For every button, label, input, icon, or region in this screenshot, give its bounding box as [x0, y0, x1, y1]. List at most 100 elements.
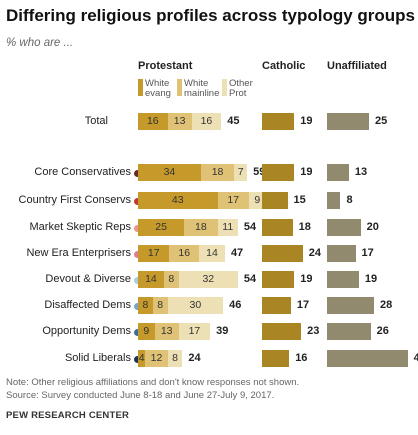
segment-value: 8	[168, 273, 175, 285]
group-dot	[134, 170, 141, 177]
segment-value: 16	[146, 115, 159, 127]
protestant-total: 54	[243, 273, 257, 285]
group-dot	[134, 198, 141, 205]
unaffiliated-bar	[327, 219, 361, 236]
protestant-total: 39	[216, 325, 229, 337]
catholic-bar	[262, 245, 303, 262]
row-label: Solid Liberals	[64, 352, 131, 364]
group-dot	[134, 303, 141, 310]
group-dot	[134, 277, 141, 284]
segment-value: 17	[188, 325, 201, 337]
unaffiliated-bar	[327, 271, 359, 288]
protestant-segment	[178, 323, 211, 340]
segment-value: 25	[155, 221, 167, 233]
segment-value: 4	[138, 352, 145, 364]
unaffiliated-value: 19	[364, 273, 378, 285]
segment-value: 7	[237, 166, 244, 178]
protestant-segment	[199, 245, 225, 262]
segment-value: 13	[160, 325, 173, 337]
protestant-segment	[138, 271, 164, 288]
segment-value: 30	[189, 299, 202, 311]
segment-value: 11	[222, 221, 234, 233]
row-label: Market Skeptic Reps	[29, 221, 131, 233]
catholic-bar	[262, 350, 290, 367]
catholic-value: 15	[293, 194, 306, 206]
segment-value: 32	[202, 273, 215, 285]
protestant-segment	[200, 164, 235, 181]
unaffiliated-value: 25	[375, 115, 388, 127]
note-text: Note: Other religious affiliations and d…	[6, 377, 300, 388]
legend-swatch	[138, 79, 143, 96]
row-label: Country First Conservs	[18, 194, 131, 206]
protestant-segment	[138, 164, 201, 181]
unaffiliated-bar	[327, 164, 349, 181]
catholic-bar	[262, 164, 295, 181]
protestant-segment	[145, 350, 168, 367]
unaffiliated-value: 28	[380, 299, 393, 311]
protestant-segment	[184, 219, 218, 236]
unaffiliated-bar	[327, 350, 408, 367]
catholic-header: Catholic	[262, 60, 306, 72]
unaffiliated-bar	[327, 297, 375, 314]
catholic-value: 19	[300, 273, 313, 285]
catholic-value: 19	[300, 166, 313, 178]
segment-value: 9	[254, 194, 261, 206]
unaffiliated-value: 20	[366, 221, 379, 233]
unaffiliated-bar	[327, 245, 356, 262]
catholic-bar	[262, 219, 293, 236]
segment-value: 17	[147, 247, 160, 259]
catholic-value: 19	[300, 115, 313, 127]
catholic-bar	[262, 297, 291, 314]
segment-value: 18	[211, 166, 224, 178]
protestant-total: 47	[230, 247, 244, 259]
segment-value: 13	[173, 115, 186, 127]
protestant-segment	[217, 219, 238, 236]
unaffiliated-value: 26	[376, 325, 389, 337]
catholic-value: 18	[298, 221, 311, 233]
catholic-value: 23	[307, 325, 320, 337]
protestant-segment	[138, 113, 168, 130]
segment-value: 8	[157, 299, 164, 311]
unaffiliated-value: 17	[361, 247, 374, 259]
segment-value: 14	[145, 273, 157, 285]
protestant-segment	[138, 192, 218, 209]
segment-value: 34	[163, 166, 176, 178]
catholic-bar	[262, 323, 302, 340]
unaffiliated-value: 48	[413, 352, 418, 364]
protestant-segment	[138, 297, 153, 314]
segment-value: 18	[195, 221, 207, 233]
legend-swatch	[177, 79, 182, 96]
protestant-segment	[234, 164, 248, 181]
unaffiliated-value: 13	[354, 166, 368, 178]
group-dot	[134, 225, 141, 232]
legend-label: Other Prot	[229, 78, 253, 99]
catholic-bar	[262, 192, 288, 209]
unaffiliated-value: 8	[346, 194, 353, 206]
unaffiliated-bar	[327, 192, 341, 209]
protestant-segment	[138, 323, 155, 340]
row-label: Devout & Diverse	[45, 273, 131, 285]
org-name: PEW RESEARCH CENTER	[6, 410, 130, 421]
catholic-value: 16	[295, 352, 308, 364]
protestant-total: 46	[229, 299, 242, 311]
segment-value: 16	[178, 247, 191, 259]
group-dot	[134, 356, 141, 363]
segment-value: 8	[172, 352, 178, 364]
protestant-segment	[167, 297, 224, 314]
catholic-bar	[262, 271, 295, 288]
protestant-segment	[191, 113, 222, 130]
protestant-header: Protestant	[138, 60, 193, 72]
legend-label: White mainline	[184, 78, 220, 99]
row-label: Disaffected Dems	[44, 299, 131, 311]
row-label: New Era Enterprisers	[26, 247, 131, 259]
source-text: Source: Survey conducted June 8-18 and J…	[6, 390, 275, 401]
protestant-segment	[138, 219, 185, 236]
segment-value: 14	[206, 247, 218, 259]
protestant-segment	[163, 271, 179, 288]
group-dot	[134, 251, 141, 258]
protestant-segment	[152, 297, 168, 314]
row-label: Opportunity Dems	[42, 325, 131, 337]
protestant-segment	[154, 323, 179, 340]
legend-label: White evang	[145, 78, 171, 99]
segment-value: 17	[227, 194, 240, 206]
